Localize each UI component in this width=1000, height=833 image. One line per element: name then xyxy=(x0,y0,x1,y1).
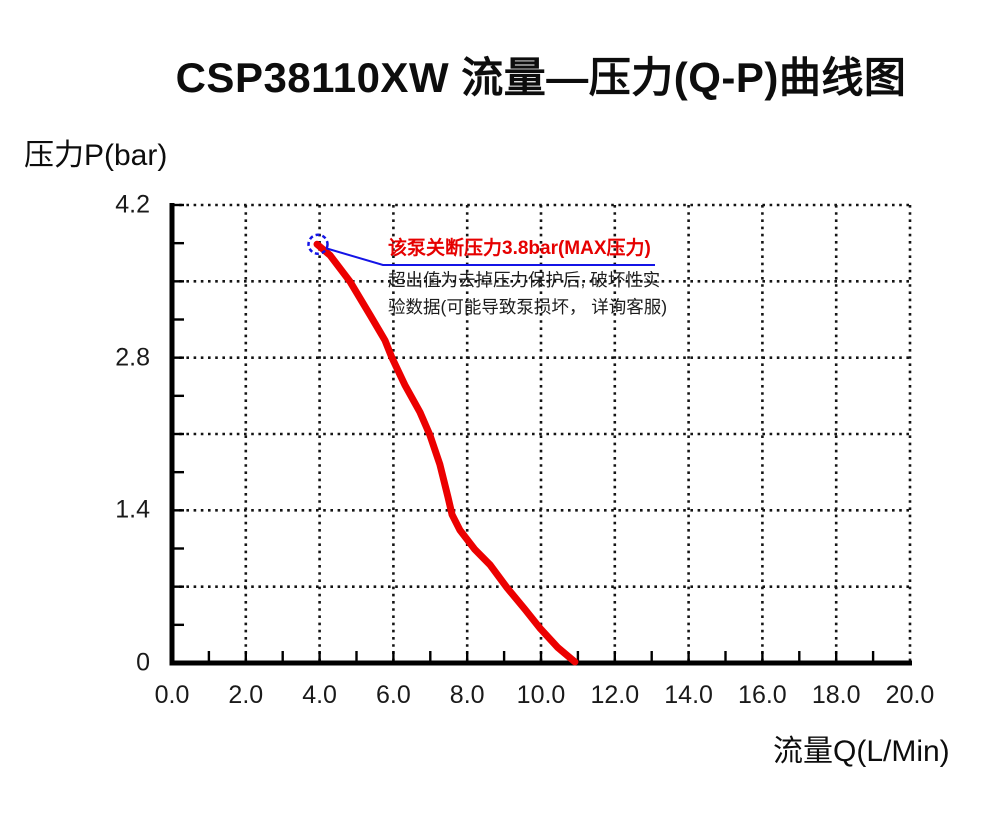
x-tick-label: 16.0 xyxy=(738,681,787,709)
x-tick-label: 6.0 xyxy=(376,681,411,709)
y-axis-title: 压力P(bar) xyxy=(24,139,168,172)
qp-curve xyxy=(313,240,579,666)
x-tick-label: 2.0 xyxy=(228,681,264,709)
x-axis-title: 流量Q(L/Min) xyxy=(773,735,950,768)
chart-title: CSP38110XW 流量—压力(Q-P)曲线图 xyxy=(175,54,907,101)
annotation-body: 超出值为去掉压力保护后, 破坏性实 验数据(可能导致泵损坏， 详询客服) xyxy=(388,267,668,321)
x-tick-label: 18.0 xyxy=(811,681,861,709)
x-tick-label: 8.0 xyxy=(449,681,485,709)
annotation-body-line1: 超出值为去掉压力保护后, 破坏性实 xyxy=(388,270,661,290)
annotation-block: 该泵关断压力3.8bar(MAX压力) 超出值为去掉压力保护后, 破坏性实 验数… xyxy=(388,239,668,321)
annotation-body-line2: 验数据(可能导致泵损坏， 详询客服) xyxy=(388,297,668,317)
x-tick-label: 20.0 xyxy=(885,681,935,709)
x-tick-label: 4.0 xyxy=(302,681,337,709)
x-tick-label: 14.0 xyxy=(664,681,713,709)
y-tick-label: 0 xyxy=(136,648,150,677)
x-tick-label: 0.0 xyxy=(154,681,190,709)
y-tick-label: 2.8 xyxy=(115,343,150,372)
marked-point-circle xyxy=(307,233,329,256)
x-tick-label: 10.0 xyxy=(516,681,566,709)
x-tick-label: 12.0 xyxy=(590,681,640,709)
annotation-leader-line xyxy=(325,247,655,266)
y-tick-label: 4.2 xyxy=(115,190,150,219)
y-tick-label: 1.4 xyxy=(115,495,150,524)
annotation-headline: 该泵关断压力3.8bar(MAX压力) xyxy=(388,238,651,259)
